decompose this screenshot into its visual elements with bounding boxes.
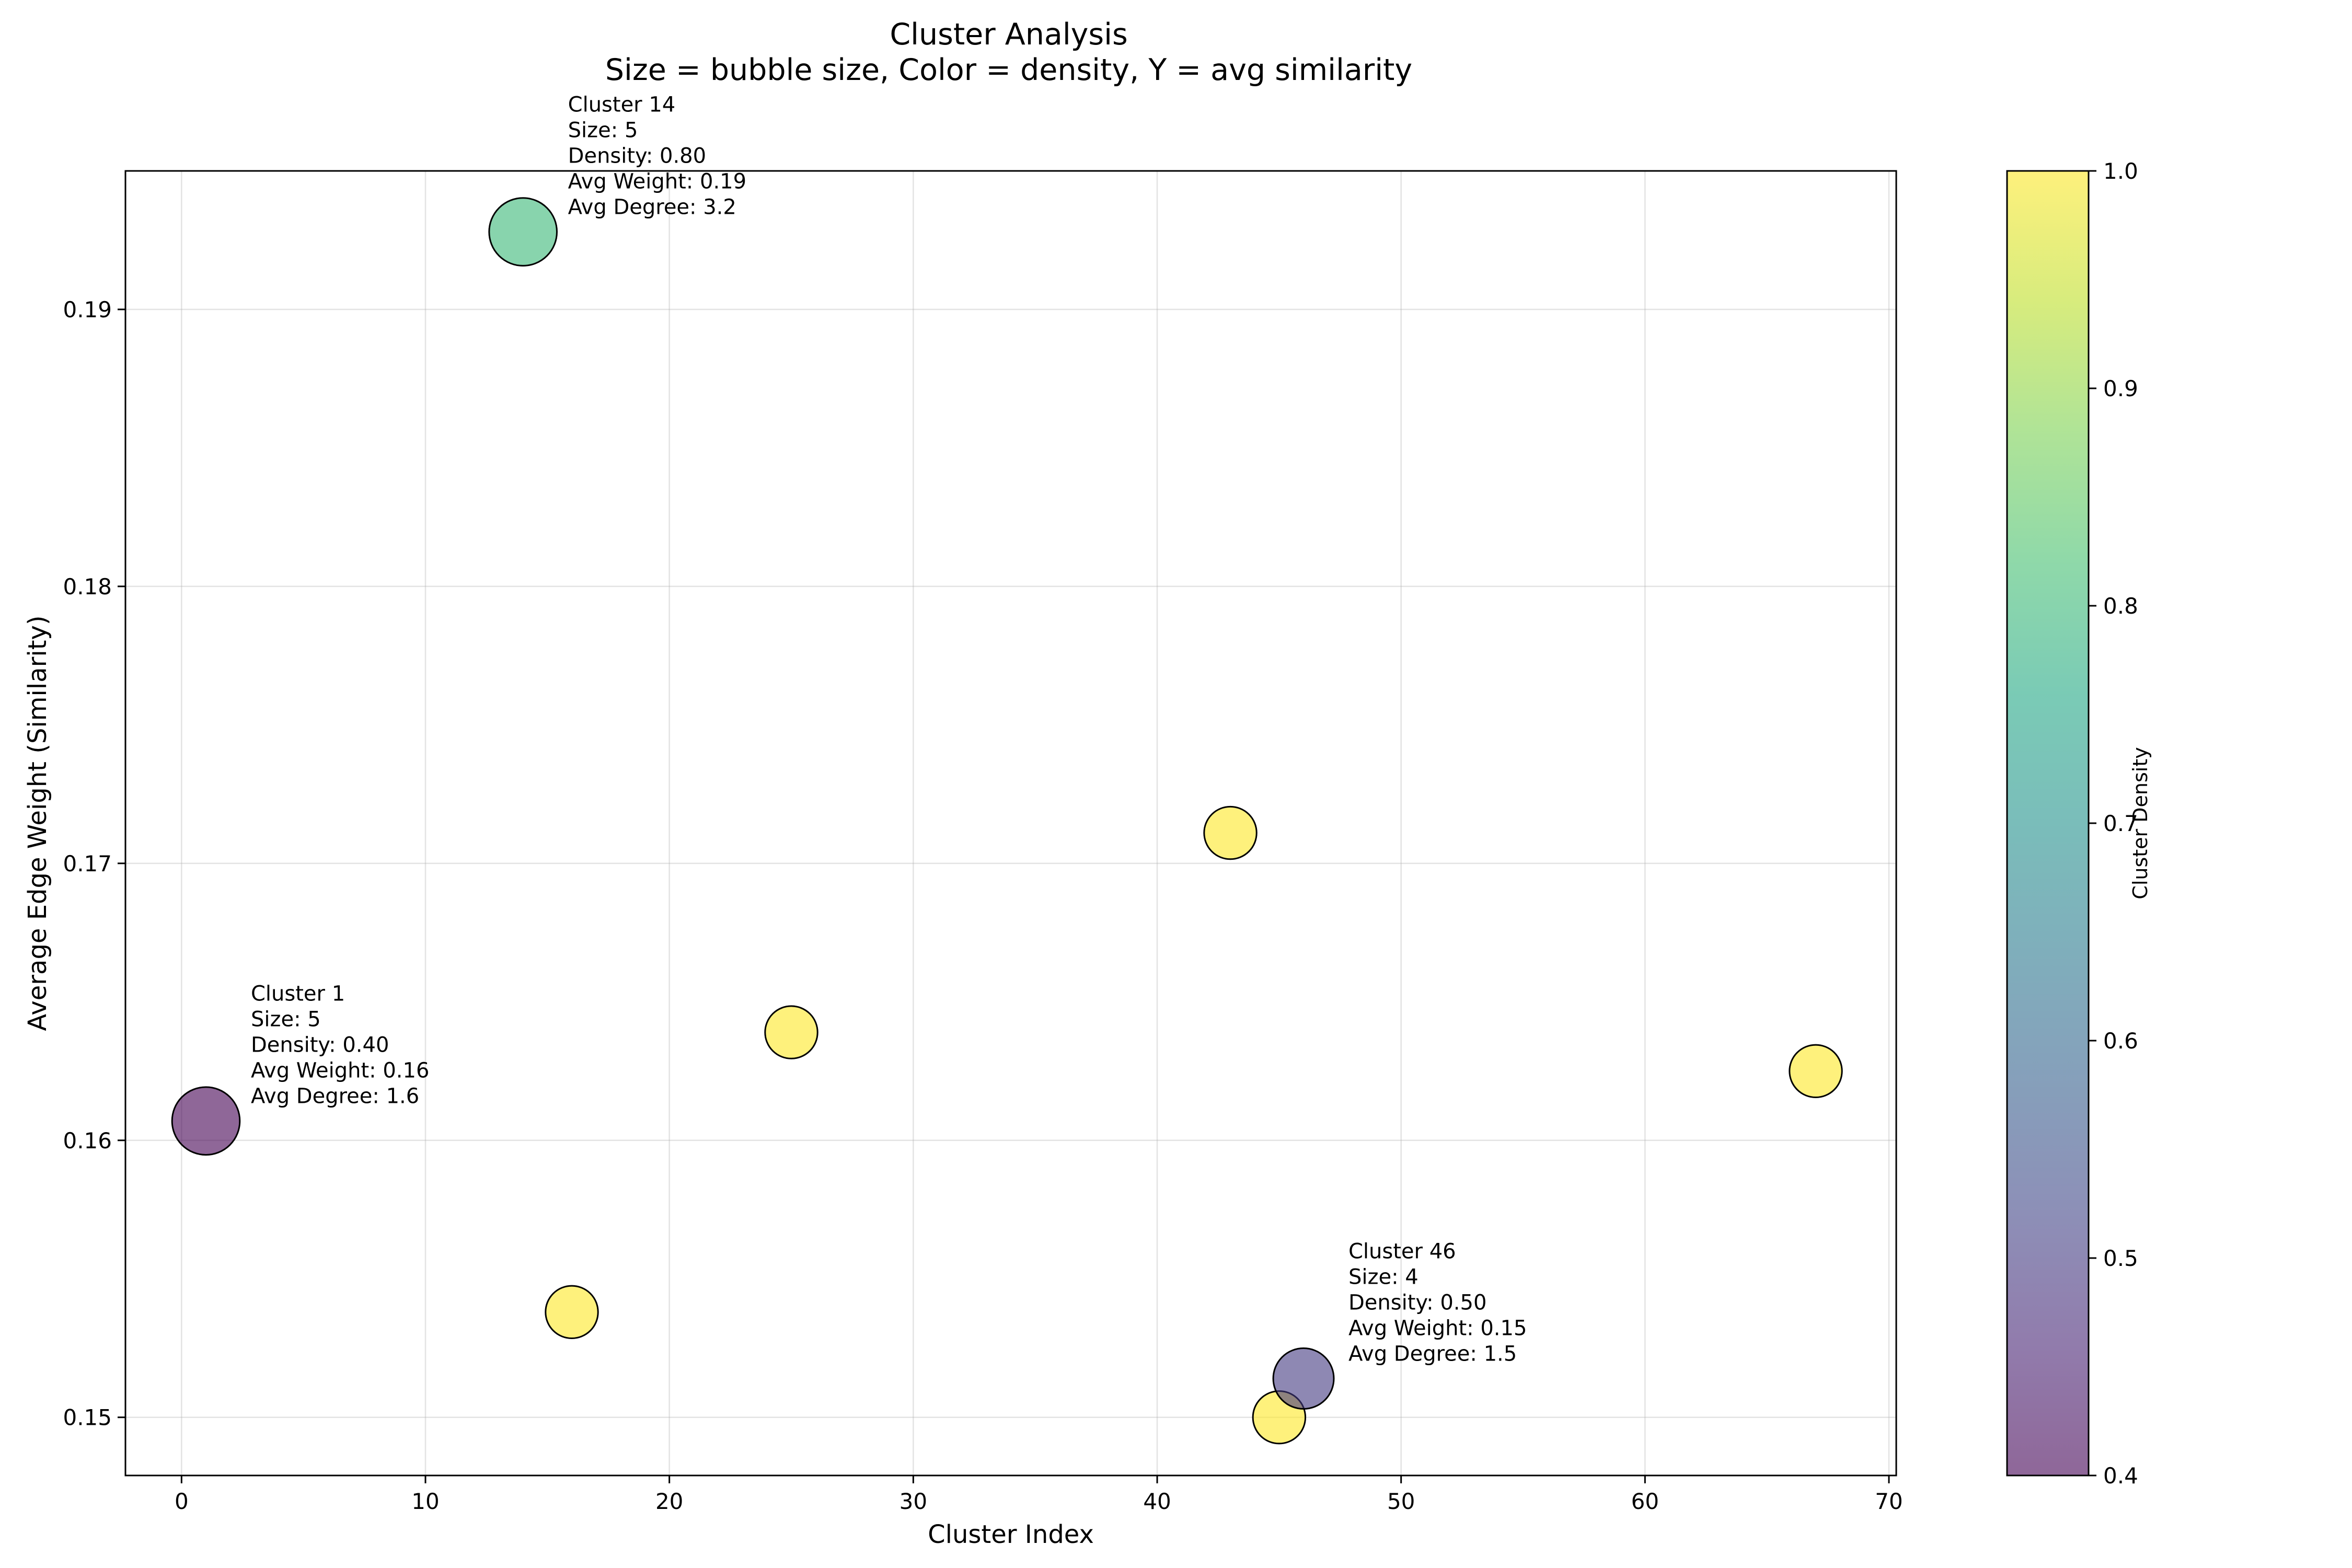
y-axis-ticks: 0.15 0.16 0.17 0.18 0.19 xyxy=(63,297,125,1431)
bubble-point xyxy=(1203,805,1258,860)
colorbar-tick-label: 0.8 xyxy=(2103,593,2138,619)
y-tick-label: 0.15 xyxy=(63,1405,112,1431)
colorbar-tick-label: 0.6 xyxy=(2103,1028,2138,1054)
colorbar-tick-label: 0.4 xyxy=(2103,1463,2138,1489)
bubble-point xyxy=(488,197,558,267)
annotation-box xyxy=(559,201,581,223)
bubble-point xyxy=(545,1285,599,1340)
grid xyxy=(125,171,1896,1475)
bubble-point xyxy=(171,1086,241,1156)
annotation-line: Avg Degree: 3.2 xyxy=(568,195,736,220)
x-tick-label: 50 xyxy=(1387,1489,1415,1514)
x-tick-label: 0 xyxy=(175,1489,189,1514)
x-tick-label: 60 xyxy=(1631,1489,1659,1514)
y-axis-label: Average Edge Weight (Similarity) xyxy=(23,615,52,1031)
annotation-line: Cluster 1 xyxy=(251,982,345,1006)
annotation-line: Density: 0.40 xyxy=(251,1033,389,1057)
annotation-line: Avg Degree: 1.6 xyxy=(251,1085,419,1109)
x-tick-label: 20 xyxy=(655,1489,683,1514)
colorbar-label: Cluster Density xyxy=(2129,747,2152,899)
y-tick-label: 0.17 xyxy=(63,851,112,877)
annotation-box xyxy=(243,1090,263,1112)
colorbar xyxy=(2006,170,2090,1477)
y-tick-label: 0.18 xyxy=(63,574,112,599)
x-tick-label: 10 xyxy=(411,1489,439,1514)
annotation-line: Cluster 46 xyxy=(1348,1240,1456,1264)
x-tick-label: 70 xyxy=(1875,1489,1903,1514)
bubble-point xyxy=(1789,1044,1843,1098)
annotation-line: Avg Weight: 0.16 xyxy=(251,1059,429,1083)
colorbar-tick-label: 0.7 xyxy=(2103,811,2138,836)
annotation-line: Size: 5 xyxy=(251,1008,321,1032)
annotation-line: Density: 0.80 xyxy=(568,144,706,168)
colorbar-tick-label: 1.0 xyxy=(2103,158,2138,184)
chart-subtitle: Size = bubble size, Color = density, Y =… xyxy=(605,53,1412,87)
colorbar-tick-label: 0.9 xyxy=(2103,376,2138,401)
annotation-line: Avg Degree: 1.5 xyxy=(1348,1342,1517,1366)
bubbles xyxy=(171,197,1843,1445)
bubble-point xyxy=(1272,1347,1335,1410)
annotation-line: Size: 5 xyxy=(568,119,638,143)
annotation-line: Size: 4 xyxy=(1348,1265,1419,1289)
bubble-point xyxy=(764,1005,818,1059)
x-axis-ticks: 0 10 20 30 40 50 60 70 xyxy=(175,1475,1903,1514)
x-axis-label: Cluster Index xyxy=(928,1520,1094,1549)
annotation-box xyxy=(1340,1348,1361,1369)
plot-area-frame xyxy=(124,170,1897,1477)
chart-title: Cluster Analysis xyxy=(890,17,1127,52)
x-tick-label: 40 xyxy=(1143,1489,1171,1514)
x-tick-label: 30 xyxy=(900,1489,927,1514)
colorbar-ticks: 0.4 0.5 0.6 0.7 0.8 0.9 1.0 xyxy=(2089,158,2138,1489)
colorbar-tick-label: 0.5 xyxy=(2103,1246,2138,1271)
annotation-line: Avg Weight: 0.15 xyxy=(1348,1317,1527,1341)
y-tick-label: 0.16 xyxy=(63,1128,112,1154)
annotation-line: Cluster 14 xyxy=(568,93,676,117)
y-tick-label: 0.19 xyxy=(63,297,112,322)
annotation-line: Avg Weight: 0.19 xyxy=(568,170,746,194)
annotation-line: Density: 0.50 xyxy=(1348,1291,1486,1315)
